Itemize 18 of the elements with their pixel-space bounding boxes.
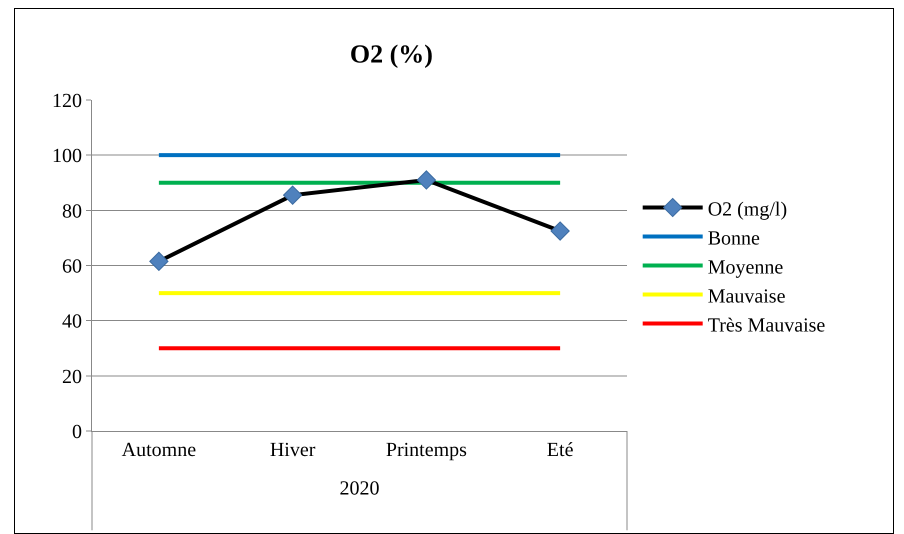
legend-label: Moyenne [708,256,784,278]
legend-label: Bonne [708,227,760,250]
y-tick-label: 60 [62,256,82,278]
y-tick-label: 20 [62,366,82,388]
x-axis-title: 2020 [340,478,380,500]
y-tick-label: 0 [72,421,82,443]
legend-label: O2 (mg/l) [708,198,788,220]
x-tick-label: Automne [122,439,196,461]
y-tick-label: 120 [52,90,82,112]
y-tick-label: 100 [52,145,82,168]
x-tick-label: Printemps [386,439,468,461]
x-tick-label: Eté [546,439,574,461]
x-tick-label: Hiver [270,439,316,461]
y-tick-label: 40 [62,310,82,333]
y-tick-label: 80 [62,200,82,222]
legend-label: Mauvaise [708,285,786,308]
chart-title: O2 (%) [350,40,433,68]
legend-label: Très Mauvaise [708,314,826,336]
